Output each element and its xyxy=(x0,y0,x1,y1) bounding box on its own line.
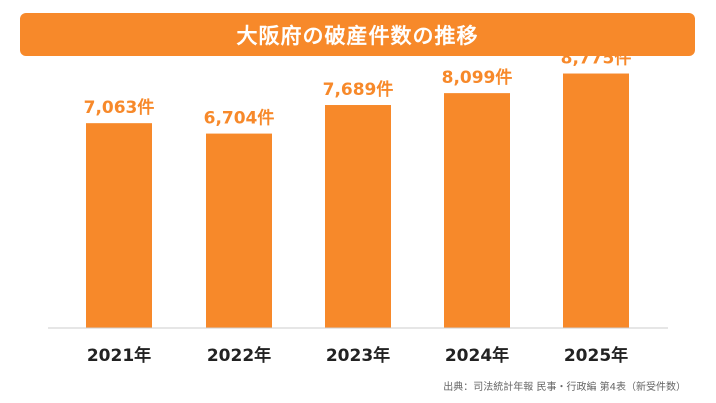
category-label-2025年: 2025年 xyxy=(564,345,628,366)
source-note: 出典：司法統計年報 民事・行政編 第4表（新受件数） xyxy=(443,382,686,393)
value-label-2023年: 7,689件 xyxy=(323,79,394,100)
bars-layer xyxy=(86,73,629,329)
category-labels-layer: 2021年 2022年 2023年 2024年 2025年 xyxy=(87,345,628,366)
bar-2023年 xyxy=(325,105,391,328)
bar-2021年 xyxy=(86,123,152,328)
category-label-2021年: 2021年 xyxy=(87,345,151,366)
category-label-2024年: 2024年 xyxy=(445,345,509,366)
bar-2022年 xyxy=(206,133,272,328)
value-label-2022年: 6,704件 xyxy=(204,108,275,129)
bar-2024年 xyxy=(444,93,510,328)
title-banner: 大阪府の破産件数の推移 xyxy=(20,13,695,56)
category-label-2022年: 2022年 xyxy=(207,345,271,366)
chart-title: 大阪府の破産件数の推移 xyxy=(236,23,479,48)
value-label-2024年: 8,099件 xyxy=(442,67,513,88)
bar-2025年 xyxy=(563,73,629,329)
value-label-2021年: 7,063件 xyxy=(84,97,155,118)
value-label-2025年: 8,775件 xyxy=(561,48,632,69)
category-label-2023年: 2023年 xyxy=(326,345,390,366)
value-labels-layer: 7,063件 6,704件 7,689件 8,099件 8,775件 xyxy=(84,48,632,129)
